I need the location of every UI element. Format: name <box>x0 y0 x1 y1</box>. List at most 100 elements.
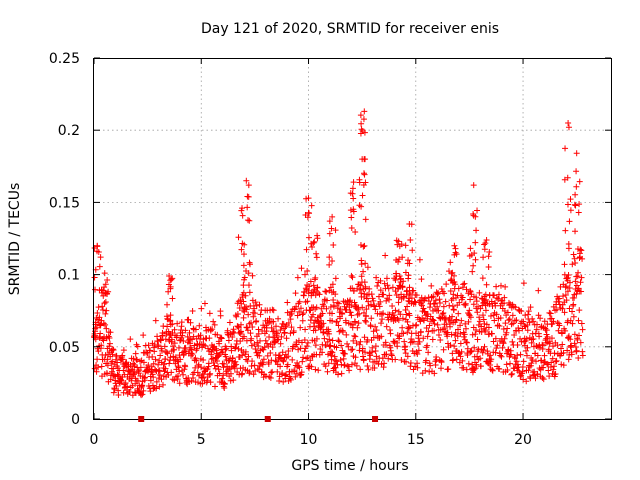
data-point <box>565 272 572 279</box>
data-point <box>576 178 583 185</box>
data-point <box>540 376 547 383</box>
data-point <box>101 300 108 307</box>
data-point <box>358 257 365 264</box>
data-point <box>410 366 417 373</box>
data-point <box>176 368 183 375</box>
data-point <box>547 310 554 317</box>
data-point <box>555 298 562 305</box>
data-point <box>256 352 263 359</box>
data-point <box>101 270 108 277</box>
data-point <box>472 256 479 263</box>
data-point <box>234 310 241 317</box>
data-point <box>323 297 330 304</box>
data-point <box>371 365 378 372</box>
data-point <box>227 377 234 384</box>
data-point <box>561 261 568 268</box>
data-point <box>579 348 586 355</box>
plot-frame <box>93 58 612 420</box>
data-point <box>434 303 441 310</box>
data-point <box>297 324 304 331</box>
data-point <box>269 368 276 375</box>
data-point <box>524 327 531 334</box>
data-point <box>552 358 559 365</box>
data-point <box>168 369 175 376</box>
data-point <box>328 356 335 363</box>
data-point <box>489 367 496 374</box>
data-point <box>329 213 336 220</box>
data-point <box>497 352 504 359</box>
data-point <box>239 352 246 359</box>
data-point <box>151 348 158 355</box>
data-point <box>323 305 330 312</box>
data-point <box>109 358 116 365</box>
data-point <box>470 211 477 218</box>
data-point <box>424 315 431 322</box>
data-point <box>131 361 138 368</box>
data-point <box>385 285 392 292</box>
data-point <box>562 327 569 334</box>
x-tick-label: 10 <box>300 432 318 448</box>
data-point <box>341 361 348 368</box>
data-point <box>495 291 502 298</box>
data-point <box>336 338 343 345</box>
data-point <box>277 363 284 370</box>
data-point <box>511 365 518 372</box>
data-point <box>222 346 229 353</box>
data-point <box>269 306 276 313</box>
data-point <box>466 307 473 314</box>
data-point <box>565 119 572 126</box>
data-point <box>326 218 333 225</box>
data-point <box>395 317 402 324</box>
data-point <box>140 359 147 366</box>
data-point <box>268 369 275 376</box>
data-point <box>161 368 168 375</box>
data-point <box>444 333 451 340</box>
data-point <box>200 356 207 363</box>
data-point <box>278 333 285 340</box>
data-point <box>128 377 135 384</box>
data-point <box>487 352 494 359</box>
data-point <box>170 343 177 350</box>
data-point <box>405 275 412 282</box>
data-point <box>455 310 462 317</box>
data-point <box>479 349 486 356</box>
data-point <box>292 290 299 297</box>
data-point <box>493 311 500 318</box>
data-point <box>507 360 514 367</box>
data-point <box>293 341 300 348</box>
data-point <box>339 328 346 335</box>
gap-marker <box>138 416 145 422</box>
data-point <box>578 320 585 327</box>
data-point <box>413 292 420 299</box>
data-point <box>387 344 394 351</box>
data-point <box>409 247 416 254</box>
data-point <box>330 288 337 295</box>
data-point <box>430 317 437 324</box>
data-point <box>495 295 502 302</box>
data-point <box>274 336 281 343</box>
data-point <box>464 339 471 346</box>
data-point <box>546 309 553 316</box>
data-point <box>447 323 454 330</box>
data-point <box>550 366 557 373</box>
data-point <box>575 317 582 324</box>
data-point <box>408 295 415 302</box>
data-point <box>124 383 131 390</box>
data-point <box>139 391 146 398</box>
data-point <box>504 367 511 374</box>
data-point <box>406 312 413 319</box>
data-point <box>304 214 311 221</box>
data-point <box>164 323 171 330</box>
data-point <box>575 269 582 276</box>
data-point <box>505 317 512 324</box>
data-point <box>568 342 575 349</box>
data-point <box>493 283 500 290</box>
data-point <box>134 343 141 350</box>
data-point <box>474 309 481 316</box>
data-point <box>175 364 182 371</box>
data-point <box>250 371 257 378</box>
data-point <box>406 290 413 297</box>
data-point <box>479 312 486 319</box>
data-point <box>236 304 243 311</box>
data-point <box>527 375 534 382</box>
